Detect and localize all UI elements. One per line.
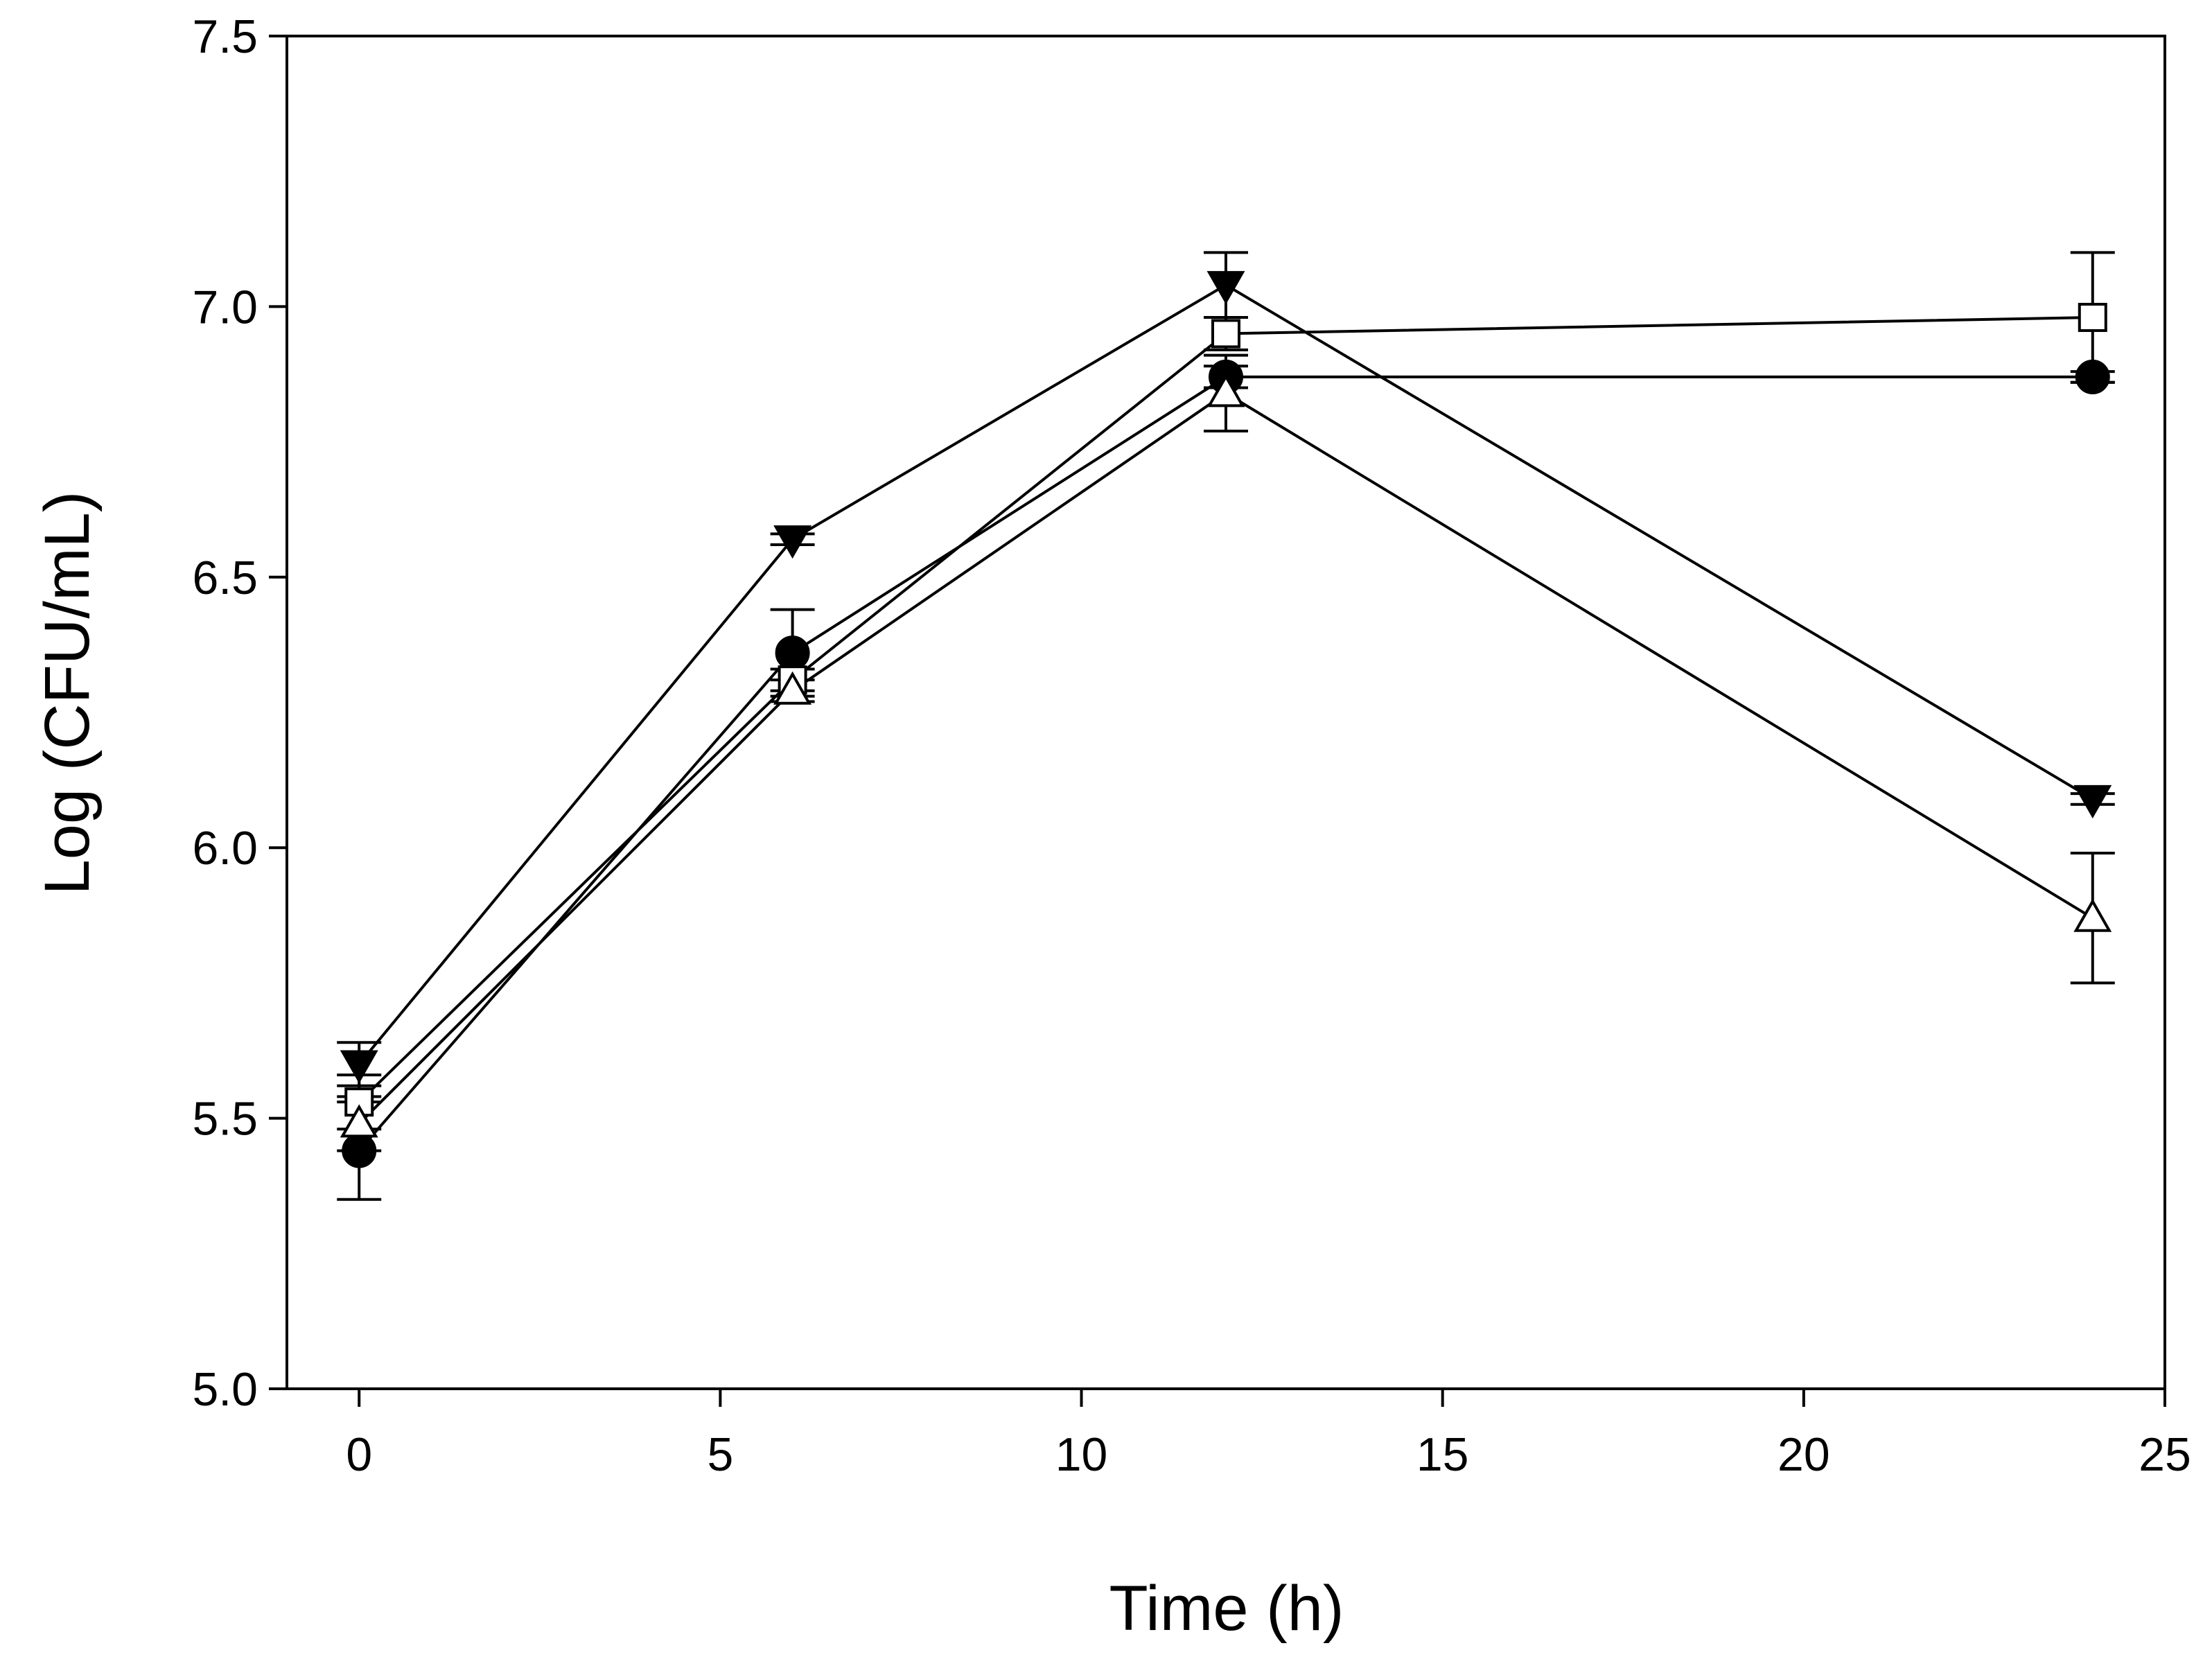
- y-tick-label-6-5: 6.5: [192, 552, 258, 604]
- x-tick-label-5: 5: [707, 1428, 733, 1481]
- marker-filled-down-triangle-6: [773, 525, 812, 559]
- series-line-filled-circle: [358, 375, 2093, 1152]
- y-tick-label-5: 5.0: [192, 1363, 258, 1416]
- marker-filled-down-triangle-24: [2073, 784, 2112, 818]
- y-tick-label-7-5: 7.5: [192, 10, 258, 63]
- marker-open-square-24: [2078, 303, 2107, 333]
- y-tick-label-6: 6.0: [192, 822, 258, 875]
- marker-open-up-triangle-12: [1206, 374, 1245, 407]
- marker-filled-down-triangle-12: [1206, 271, 1245, 305]
- marker-filled-circle-6: [775, 635, 810, 671]
- y-tick-label-7: 7.0: [192, 281, 258, 333]
- y-tick-label-5-5: 5.5: [192, 1093, 258, 1146]
- marker-filled-circle-24: [2075, 359, 2110, 394]
- series-line-open-up-triangle: [358, 391, 2094, 1125]
- marker-open-up-triangle-0: [340, 1104, 378, 1138]
- y-axis-ticks: 5.0 5.5 6.0 6.5 7.0 7.5: [192, 10, 287, 1416]
- x-axis-ticks: 0 5 10 15 20 25: [346, 1389, 2191, 1481]
- marker-filled-circle-0: [342, 1133, 377, 1168]
- data-markers: [340, 271, 2112, 1168]
- plot-frame: [286, 35, 2166, 1390]
- x-tick-label-15: 15: [1416, 1428, 1469, 1481]
- series-line-open-square: [358, 316, 2093, 1103]
- marker-open-up-triangle-6: [773, 671, 812, 705]
- marker-open-square-12: [1211, 319, 1240, 349]
- x-tick-label-10: 10: [1055, 1428, 1108, 1481]
- marker-open-up-triangle-24: [2073, 898, 2112, 932]
- x-tick-label-0: 0: [346, 1428, 372, 1481]
- marker-filled-down-triangle-0: [340, 1050, 378, 1084]
- x-axis-title: Time (h): [1109, 1573, 1344, 1644]
- series-lines: [358, 283, 2094, 1152]
- x-tick-label-25: 25: [2139, 1428, 2191, 1481]
- series-line-filled-down-triangle: [358, 283, 2094, 1065]
- y-axis-title: Log (CFU/mL): [32, 491, 103, 895]
- x-tick-label-20: 20: [1778, 1428, 1830, 1481]
